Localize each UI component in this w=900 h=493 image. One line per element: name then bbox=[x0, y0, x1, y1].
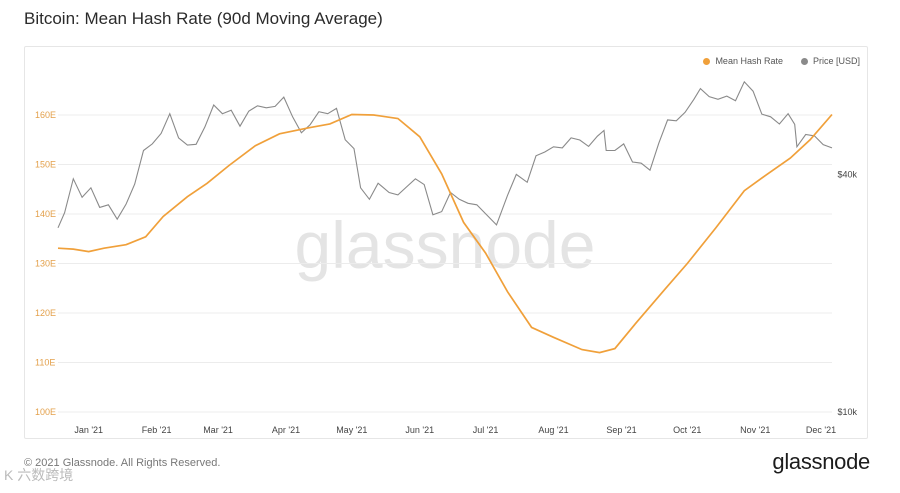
legend-label-hash-rate: Mean Hash Rate bbox=[715, 56, 783, 66]
y-right-tick-label: $10k bbox=[837, 407, 857, 417]
y-right-tick-label: $40k bbox=[837, 169, 857, 179]
y-left-tick-label: 160E bbox=[35, 110, 56, 120]
chart-title: Bitcoin: Mean Hash Rate (90d Moving Aver… bbox=[24, 9, 383, 28]
chart-legend: Mean Hash Rate Price [USD] bbox=[703, 56, 860, 66]
y-left-tick-label: 150E bbox=[35, 160, 56, 170]
x-tick-label: Jun '21 bbox=[405, 425, 434, 435]
x-tick-label: Jul '21 bbox=[473, 425, 499, 435]
legend-label-price: Price [USD] bbox=[812, 56, 860, 66]
corner-watermark: K 六数跨境 bbox=[4, 467, 74, 483]
y-left-tick-label: 120E bbox=[35, 308, 56, 318]
legend-item-hash-rate[interactable]: Mean Hash Rate bbox=[703, 56, 783, 66]
hash-rate-series-line bbox=[57, 113, 833, 354]
chart-frame bbox=[24, 46, 868, 439]
y-left-tick-label: 100E bbox=[35, 407, 56, 417]
y-left-tick-label: 130E bbox=[35, 259, 56, 269]
x-tick-label: Mar '21 bbox=[203, 425, 233, 435]
x-tick-label: Oct '21 bbox=[673, 425, 701, 435]
x-tick-label: Sep '21 bbox=[606, 425, 636, 435]
x-tick-label: Nov '21 bbox=[740, 425, 770, 435]
x-tick-label: Apr '21 bbox=[272, 425, 300, 435]
price-legend-dot bbox=[800, 57, 808, 65]
x-tick-label: Feb '21 bbox=[142, 425, 172, 435]
legend-item-price[interactable]: Price [USD] bbox=[800, 56, 860, 66]
brand-logo: glassnode bbox=[772, 449, 870, 474]
hash-rate-legend-dot bbox=[703, 57, 711, 65]
copyright-text: © 2021 Glassnode. All Rights Reserved. bbox=[24, 457, 221, 469]
y-left-tick-label: 110E bbox=[35, 358, 55, 368]
watermark-text: glassnode bbox=[295, 208, 596, 282]
y-left-tick-label: 140E bbox=[35, 209, 56, 219]
x-tick-label: Aug '21 bbox=[538, 425, 568, 435]
x-tick-label: May '21 bbox=[336, 425, 367, 435]
x-tick-label: Dec '21 bbox=[806, 425, 836, 435]
x-tick-label: Jan '21 bbox=[74, 425, 103, 435]
price-series-line bbox=[57, 80, 833, 229]
